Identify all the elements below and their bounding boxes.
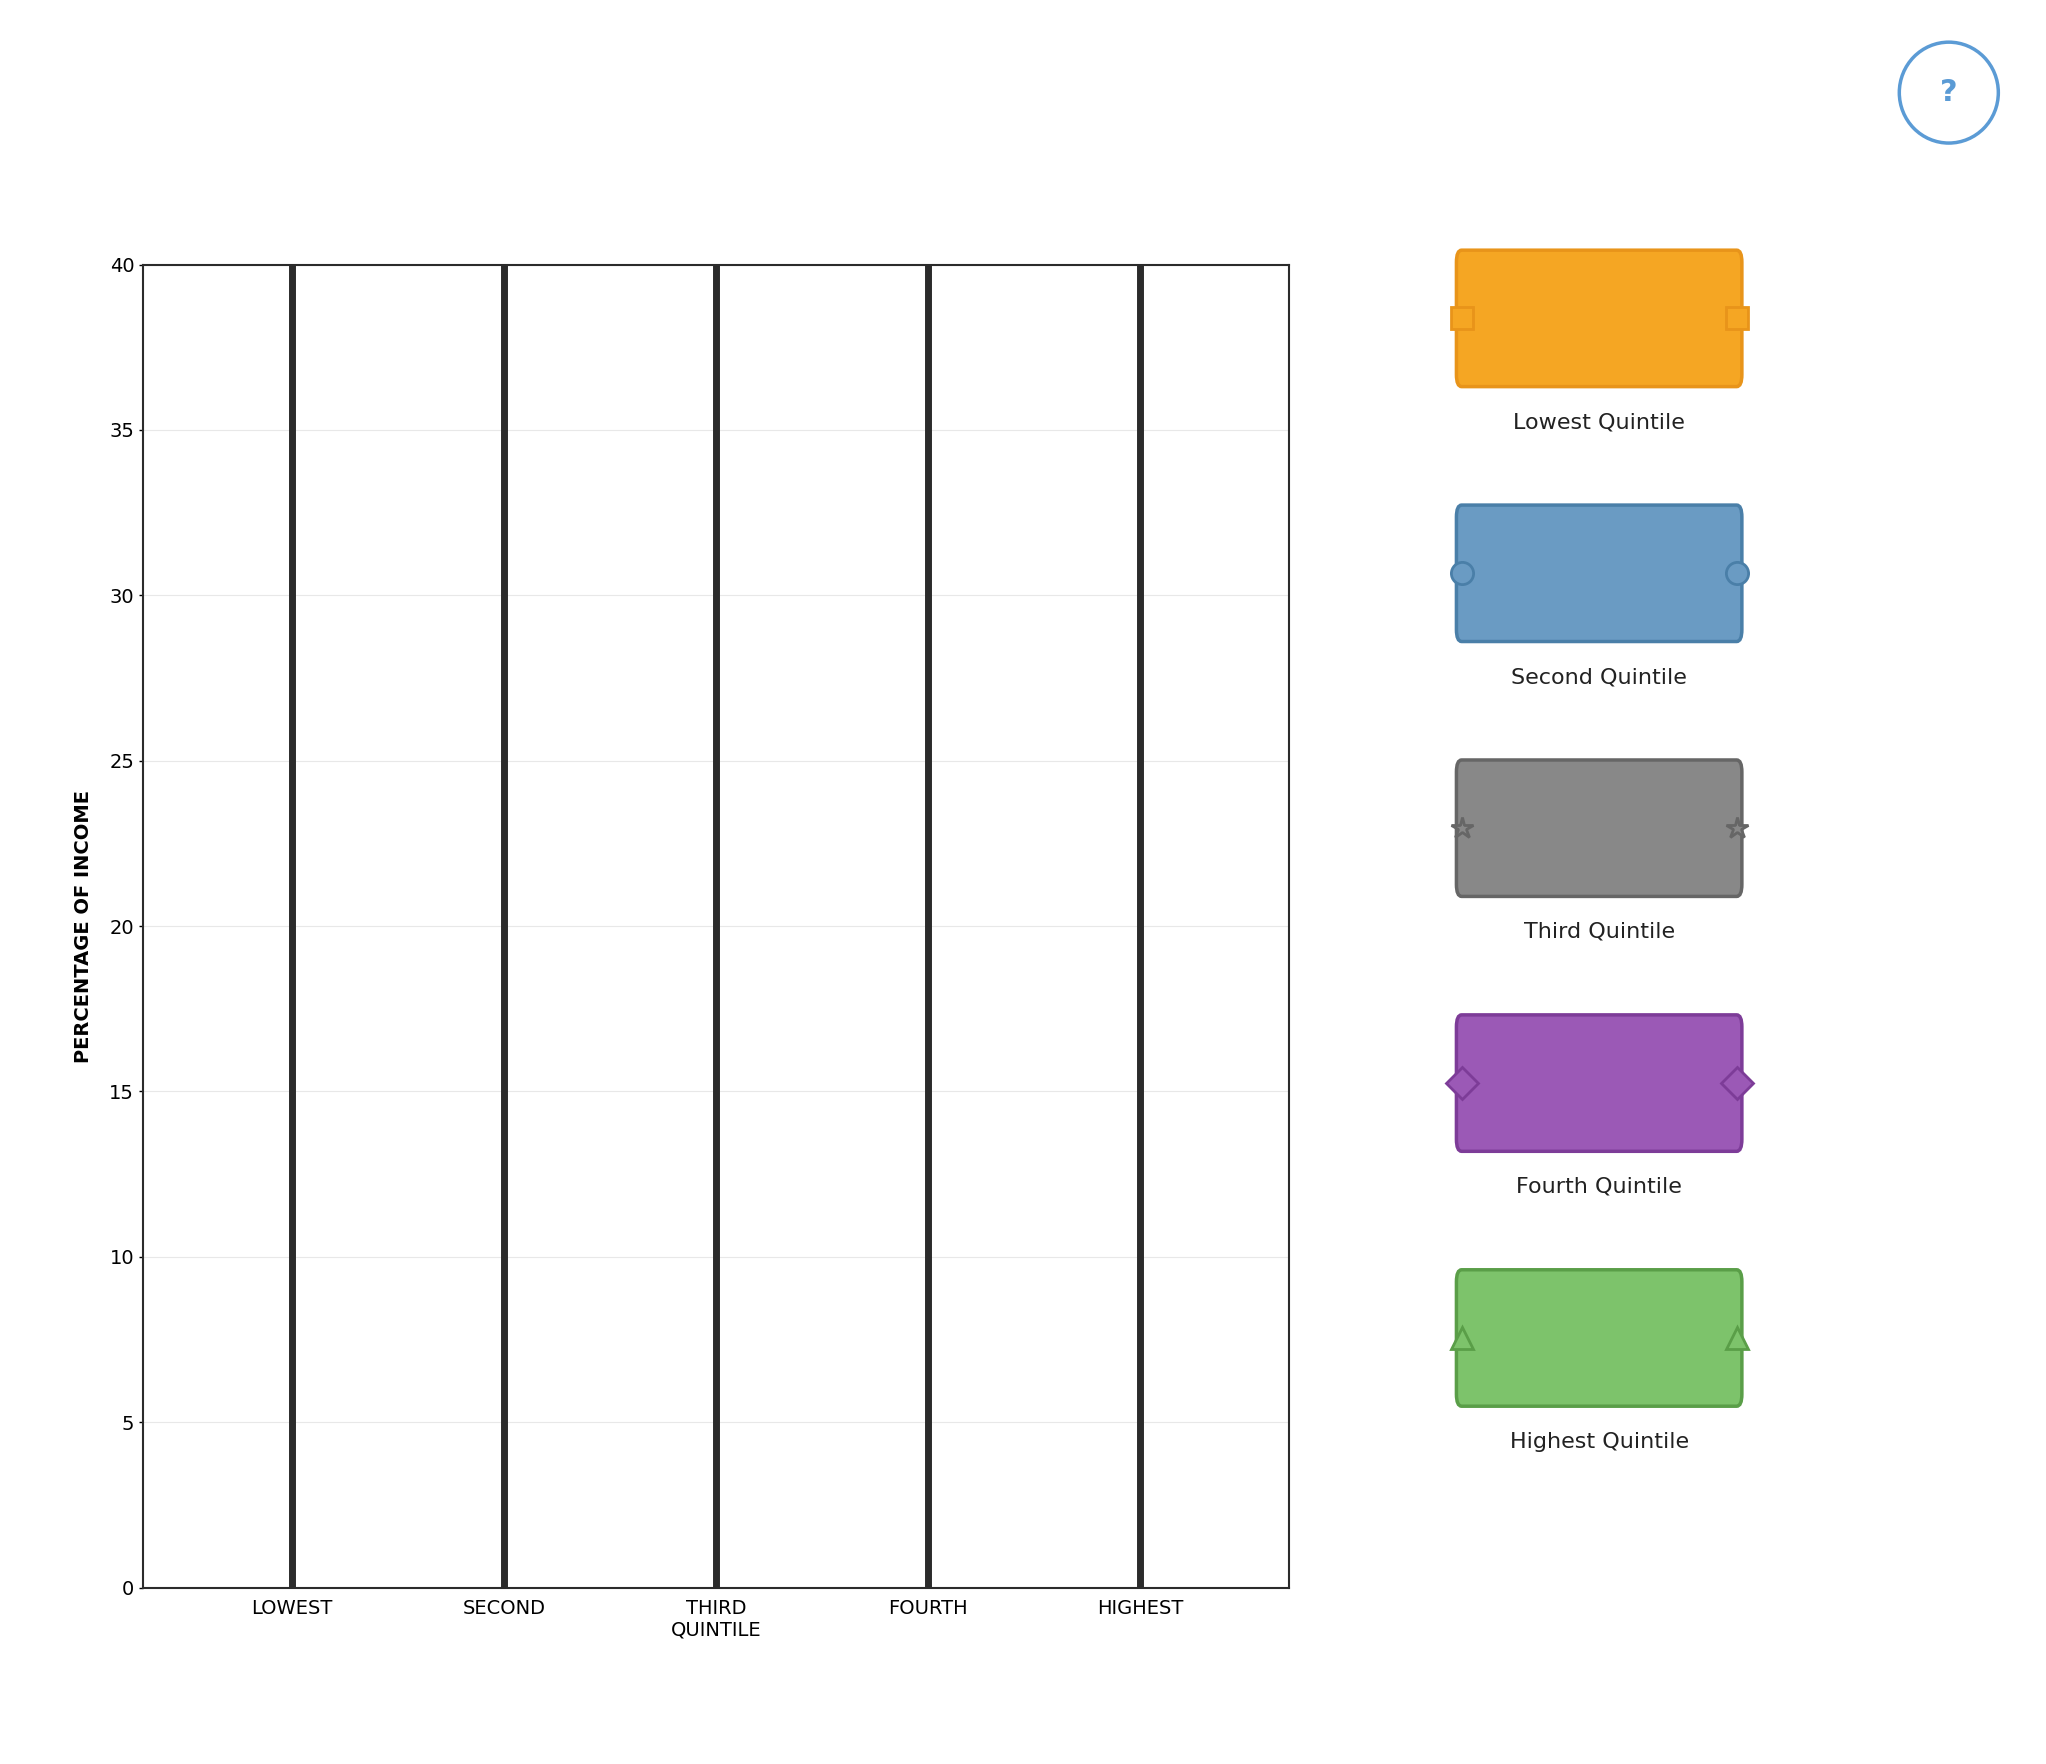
Text: Third Quintile: Third Quintile bbox=[1524, 923, 1676, 942]
Text: Fourth Quintile: Fourth Quintile bbox=[1516, 1177, 1682, 1196]
Text: Lowest Quintile: Lowest Quintile bbox=[1514, 413, 1686, 432]
FancyBboxPatch shape bbox=[1457, 1270, 1741, 1406]
FancyBboxPatch shape bbox=[1457, 505, 1741, 642]
Y-axis label: PERCENTAGE OF INCOME: PERCENTAGE OF INCOME bbox=[74, 790, 92, 1062]
Text: ?: ? bbox=[1940, 78, 1958, 108]
Text: Highest Quintile: Highest Quintile bbox=[1510, 1432, 1688, 1452]
FancyBboxPatch shape bbox=[1457, 1014, 1741, 1152]
FancyBboxPatch shape bbox=[1457, 760, 1741, 896]
FancyBboxPatch shape bbox=[1457, 250, 1741, 386]
Text: Second Quintile: Second Quintile bbox=[1512, 667, 1688, 686]
